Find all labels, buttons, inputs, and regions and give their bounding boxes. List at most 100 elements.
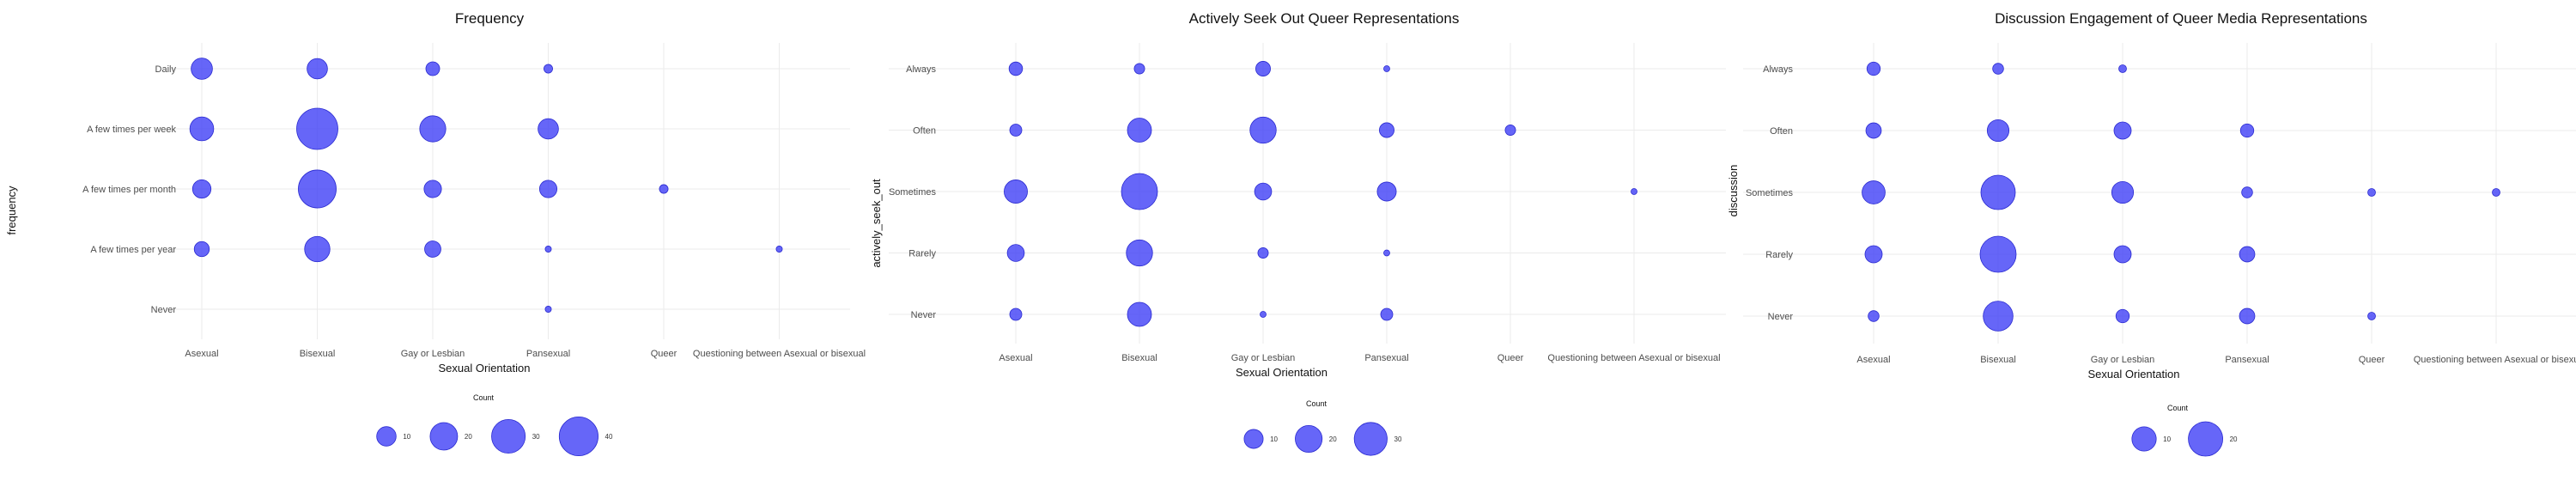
x-tick-label: Bisexual [1121, 353, 1157, 363]
data-point [2113, 245, 2132, 264]
x-tick-label: Asexual [999, 353, 1032, 363]
data-point [2367, 312, 2376, 320]
data-point [423, 180, 442, 198]
data-point [775, 246, 783, 253]
legend-key-label: 10 [2163, 435, 2171, 443]
data-point [1866, 61, 1881, 76]
y-tick-label: Never [151, 305, 177, 315]
legend-key-circle [491, 418, 526, 454]
data-point [1379, 122, 1394, 138]
legend-key-label: 20 [2230, 435, 2238, 443]
y-tick-label: Always [906, 64, 936, 75]
data-point [1376, 181, 1397, 202]
data-point [425, 61, 440, 76]
legend-key-circle [376, 426, 397, 447]
x-tick-label: Bisexual [1980, 355, 2016, 365]
legend-key-label: 20 [1329, 435, 1337, 443]
data-point [1983, 301, 2014, 332]
y-axis-title: actively_seek_out [870, 179, 883, 268]
x-tick-label: Gay or Lesbian [2091, 355, 2155, 365]
legend-key-circle [2188, 421, 2224, 457]
y-axis-title: discussion [1727, 165, 1740, 217]
data-point [1006, 244, 1025, 262]
data-point [1008, 61, 1024, 76]
data-point [1868, 310, 1880, 322]
data-point [1383, 65, 1390, 72]
data-point [1126, 239, 1153, 267]
data-point [1631, 188, 1637, 195]
y-tick-label: Daily [155, 64, 177, 75]
legend-title: Count [473, 393, 495, 402]
y-tick-label: A few times per month [82, 185, 176, 195]
data-point [1380, 307, 1394, 321]
chart-panel-2: Actively Seek Out Queer Representations A… [870, 10, 1726, 456]
data-point [298, 169, 337, 209]
data-point [193, 240, 210, 258]
y-tick-label: Sometimes [1746, 188, 1794, 198]
x-tick-label: Queer [1498, 353, 1524, 363]
y-tick-label: Sometimes [889, 187, 937, 198]
x-tick-label: Questioning between Asexual or bisexual [1547, 353, 1720, 363]
data-point [2492, 188, 2500, 197]
data-point [1127, 301, 1152, 327]
x-tick-label: Bisexual [300, 349, 336, 359]
data-point [424, 240, 441, 258]
legend-key-label: 10 [403, 433, 410, 441]
data-point [2118, 64, 2127, 73]
x-tick-label: Pansexual [526, 349, 570, 359]
data-point [1383, 249, 1390, 257]
size-legend: Count 10 20 [2131, 404, 2238, 457]
data-point [1862, 180, 1886, 204]
data-point [1992, 63, 2004, 75]
legend-key-circle [1353, 422, 1388, 456]
x-axis-title: Sexual Orientation [439, 362, 531, 374]
x-tick-label: Asexual [1856, 355, 1890, 365]
x-tick-label: Questioning between Asexual or bisexual [693, 349, 866, 359]
legend-title: Count [2167, 404, 2189, 412]
data-point [544, 246, 552, 253]
data-point [1980, 174, 2016, 210]
size-legend: Count 10 20 30 40 [376, 393, 613, 457]
data-point [1260, 311, 1267, 318]
data-point [2115, 308, 2130, 324]
data-point [538, 118, 559, 140]
y-tick-label: Always [1763, 64, 1793, 75]
x-tick-label: Queer [2359, 355, 2385, 365]
legend-key-label: 10 [1270, 435, 1278, 443]
legend-title: Count [1306, 399, 1327, 408]
data-point [304, 235, 331, 263]
data-point [2241, 186, 2253, 198]
y-tick-label: Never [911, 310, 937, 320]
chart-title: Discussion Engagement of Queer Media Rep… [1995, 10, 2367, 27]
legend-key-circle [2131, 426, 2157, 452]
data-point [1865, 122, 1882, 139]
chart-panel-1: Frequency Asexual Bisexual Gay or Lesbian Pa… [5, 10, 866, 457]
y-tick-label: Rarely [1765, 250, 1793, 260]
data-point [1009, 124, 1023, 137]
legend-key-circle [429, 422, 459, 451]
data-point [1121, 173, 1158, 210]
data-point [544, 64, 553, 74]
size-legend: Count 10 20 30 [1243, 399, 1402, 456]
data-point [544, 306, 552, 313]
legend-key-label: 30 [1394, 435, 1402, 443]
data-point [307, 58, 328, 80]
x-tick-label: Queer [651, 349, 677, 359]
x-tick-label: Gay or Lesbian [1231, 353, 1296, 363]
data-point [191, 58, 213, 80]
data-point [1864, 245, 1883, 264]
chart-panel-3: Discussion Engagement of Queer Media Rep… [1727, 10, 2576, 457]
data-point [1004, 180, 1028, 204]
data-point [1986, 119, 2010, 143]
y-tick-label: Never [1768, 312, 1794, 322]
data-point [538, 180, 558, 198]
data-point [1127, 118, 1152, 143]
data-point [2239, 307, 2256, 325]
data-point [1979, 235, 2017, 273]
legend-key-circle [558, 416, 598, 457]
x-axis-title: Sexual Orientation [1236, 366, 1327, 379]
data-point [1257, 247, 1269, 259]
data-point [296, 107, 338, 150]
